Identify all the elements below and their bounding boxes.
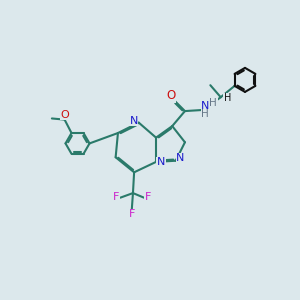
Text: N: N — [201, 101, 209, 111]
Text: O: O — [167, 89, 176, 102]
Text: F: F — [113, 192, 119, 202]
Text: N: N — [176, 153, 184, 164]
Text: H: H — [201, 109, 209, 119]
Text: F: F — [145, 192, 152, 202]
Text: H: H — [209, 98, 217, 109]
Text: N: N — [157, 158, 165, 167]
Text: F: F — [129, 209, 135, 219]
Text: H: H — [224, 93, 231, 103]
Text: N: N — [130, 116, 138, 126]
Text: O: O — [61, 110, 69, 119]
